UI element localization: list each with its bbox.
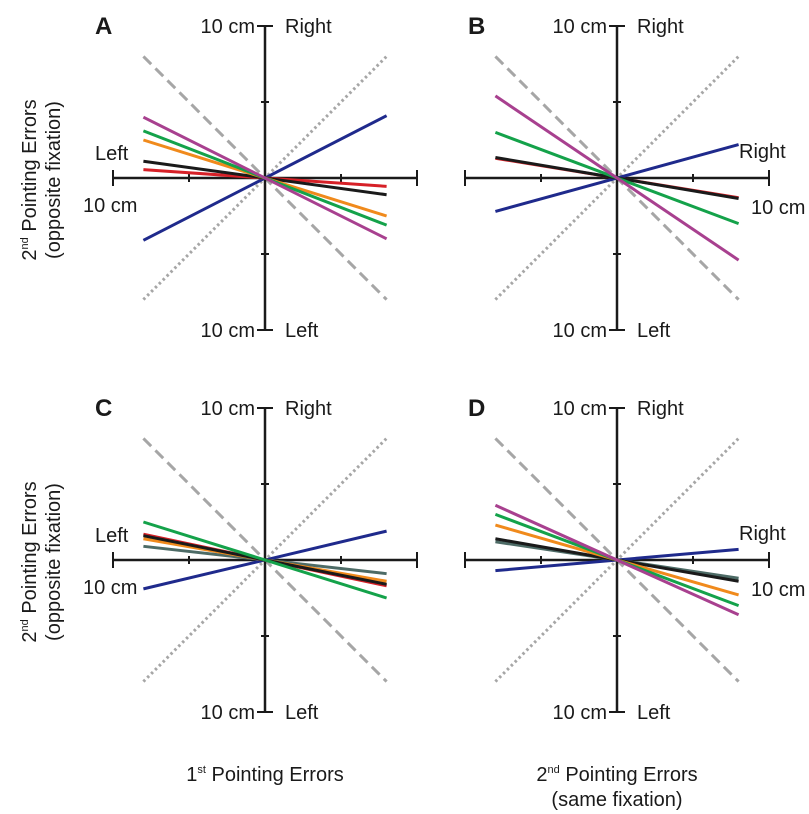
top-value-label: 10 cm (201, 398, 255, 420)
ylabel-top-base: 2 (19, 249, 41, 260)
top-value-label: 10 cm (553, 16, 607, 38)
panel-letter: C (95, 395, 112, 422)
panel-letter: B (468, 13, 485, 40)
top-value-label: 10 cm (553, 398, 607, 420)
left-value-label: 10 cm (83, 577, 137, 599)
panel-d: D 10 cm Right 10 cm Left Right 10 cm (464, 395, 805, 724)
ylabel-bottom-line1: 2nd Pointing Errors (19, 481, 41, 642)
ylabel-bottom-base: 2 (19, 631, 41, 642)
bottom-value-label: 10 cm (201, 320, 255, 342)
series-line (142, 520, 388, 600)
ylabel-bottom: 2nd Pointing Errors (opposite fixation) (19, 481, 65, 642)
panel-a: A 10 cm Right 10 cm Left Left 10 cm (83, 13, 418, 342)
ylabel-top-sup: nd (19, 237, 31, 249)
right-value-label: 10 cm (751, 197, 805, 219)
ylabel-top: 2nd Pointing Errors (opposite fixation) (19, 99, 65, 260)
ylabel-top-rest: Pointing Errors (19, 99, 41, 237)
xlabel-left-base: 1 (186, 764, 197, 786)
panel-letter: D (468, 395, 485, 422)
bottom-direction-label: Left (637, 702, 671, 724)
series-line (142, 115, 388, 241)
bottom-direction-label: Left (285, 320, 319, 342)
ylabel-top-line1: 2nd Pointing Errors (19, 99, 41, 260)
panel-b: B 10 cm Right 10 cm Left Right 10 cm (464, 13, 805, 342)
xlabel-right-rest: Pointing Errors (560, 764, 698, 786)
bottom-direction-label: Left (637, 320, 671, 342)
ylabel-bottom-line2: (opposite fixation) (43, 483, 65, 641)
right-value-label: 10 cm (751, 579, 805, 601)
xlabel-right-base: 2 (536, 764, 547, 786)
panels: A 10 cm Right 10 cm Left Left 10 cm B 10 cm Right… (83, 13, 805, 724)
bottom-value-label: 10 cm (553, 320, 607, 342)
right-direction-label: Right (739, 141, 786, 163)
top-direction-label: Right (285, 398, 332, 420)
top-value-label: 10 cm (201, 16, 255, 38)
xlabel-left-sup: st (197, 764, 206, 776)
panel-letter: A (95, 13, 112, 40)
series-line (494, 94, 740, 262)
series-line (494, 503, 740, 617)
top-direction-label: Right (285, 16, 332, 38)
xlabel-right: 2nd Pointing Errors (536, 764, 697, 786)
left-direction-label: Left (95, 143, 129, 165)
top-direction-label: Right (637, 398, 684, 420)
top-direction-label: Right (637, 16, 684, 38)
bottom-value-label: 10 cm (201, 702, 255, 724)
xlabel-right-line2: (same fixation) (551, 789, 682, 811)
bottom-value-label: 10 cm (553, 702, 607, 724)
xlabel-left: 1st Pointing Errors (186, 764, 344, 786)
ylabel-bottom-rest: Pointing Errors (19, 481, 41, 619)
bottom-direction-label: Left (285, 702, 319, 724)
ylabel-bottom-sup: nd (19, 619, 31, 631)
left-direction-label: Left (95, 525, 129, 547)
left-value-label: 10 cm (83, 195, 137, 217)
right-direction-label: Right (739, 523, 786, 545)
xlabel-left-rest: Pointing Errors (206, 764, 344, 786)
xlabel-right-sup: nd (548, 764, 560, 776)
panel-c: C 10 cm Right 10 cm Left Left 10 cm (83, 395, 418, 724)
ylabel-top-line2: (opposite fixation) (43, 101, 65, 259)
